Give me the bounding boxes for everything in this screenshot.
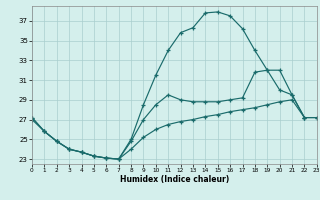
X-axis label: Humidex (Indice chaleur): Humidex (Indice chaleur) <box>120 175 229 184</box>
